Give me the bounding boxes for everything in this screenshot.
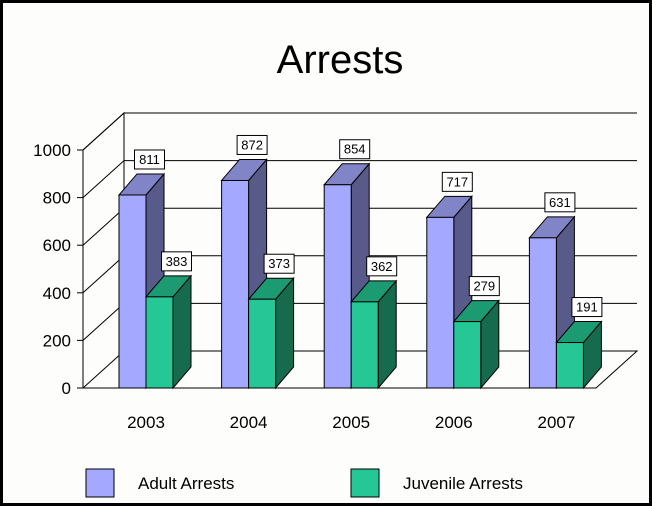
- legend-label: Juvenile Arrests: [403, 474, 523, 493]
- data-label: 191: [576, 300, 598, 315]
- y-tick-label: 200: [43, 331, 71, 350]
- y-tick-label: 1000: [33, 141, 71, 160]
- gridline-diag: [82, 303, 125, 341]
- data-label-box: [339, 139, 371, 160]
- legend-label: Adult Arrests: [138, 474, 234, 493]
- x-tick-label: 2007: [537, 413, 575, 432]
- bar: [528, 237, 557, 389]
- plot-area: 0 200 400 600 800 1000 811 383 2003 872 373 2004 854…: [33, 111, 639, 432]
- x-tick-label: 2003: [127, 413, 165, 432]
- gridline-diag: [82, 160, 125, 198]
- data-label: 872: [241, 137, 263, 152]
- data-label-box: [441, 171, 473, 192]
- x-tick-label: 2006: [435, 413, 473, 432]
- x-tick-label: 2004: [230, 413, 268, 432]
- data-label: 383: [166, 254, 188, 269]
- data-label: 717: [446, 174, 468, 189]
- y-tick-label: 0: [62, 379, 71, 398]
- data-label-box: [468, 276, 500, 297]
- data-label-box: [544, 192, 576, 213]
- bar: [221, 179, 250, 389]
- data-label: 854: [344, 142, 366, 157]
- gridline-diag: [82, 255, 125, 294]
- gridline-diag: [82, 207, 125, 246]
- bar: [350, 301, 379, 389]
- bar: [145, 296, 174, 389]
- y-tick-label: 600: [43, 236, 71, 255]
- legend: Adult Arrests Juvenile Arrests: [85, 468, 523, 498]
- y-tick-label: 400: [43, 284, 71, 303]
- gridline-diag: [82, 112, 125, 151]
- data-label: 811: [139, 152, 160, 167]
- x-tick-label: 2005: [332, 413, 370, 432]
- data-label-box: [366, 256, 398, 277]
- data-label: 279: [473, 279, 495, 294]
- bar: [248, 298, 277, 389]
- legend-swatch: [350, 468, 380, 498]
- data-label-box: [571, 297, 603, 318]
- data-label-box: [263, 253, 295, 274]
- floor: [81, 350, 639, 389]
- data-label: 631: [549, 195, 571, 210]
- data-label-box: [161, 251, 192, 272]
- legend-swatch: [85, 468, 115, 498]
- bar: [555, 342, 584, 389]
- data-label: 362: [371, 259, 393, 274]
- data-label: 373: [268, 256, 290, 271]
- y-tick-label: 800: [43, 189, 71, 208]
- bar: [118, 194, 147, 389]
- bar: [426, 216, 455, 389]
- data-label-box: [236, 134, 268, 155]
- data-label-box: [134, 149, 165, 170]
- chart-svg: Arrests 0 200 400 600 800 1000 811 383 2003 872 37…: [33, 38, 639, 498]
- chart-title: Arrests: [277, 38, 404, 82]
- bar: [323, 184, 352, 389]
- bar: [453, 321, 482, 389]
